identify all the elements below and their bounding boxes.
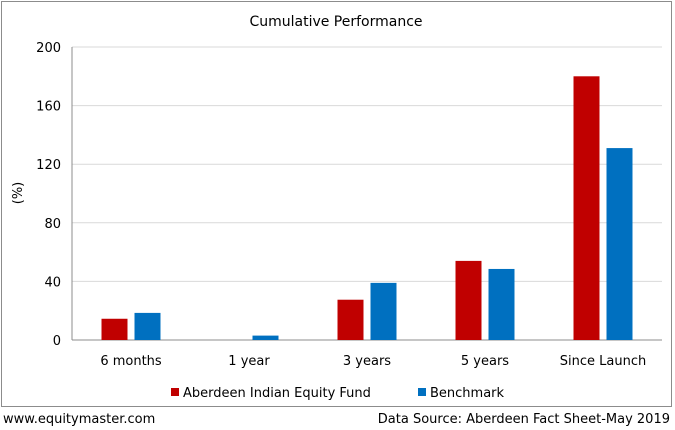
y-tick-label: 40 <box>44 275 61 290</box>
y-tick-label: 120 <box>36 158 61 173</box>
y-axis-label: (%) <box>11 182 26 205</box>
legend-label-fund: Aberdeen Indian Equity Fund <box>183 386 371 401</box>
chart-title: Cumulative Performance <box>249 14 422 30</box>
legend: Aberdeen Indian Equity Fund Benchmark <box>171 386 505 401</box>
chart-frame <box>1 1 672 407</box>
legend-label-benchmark: Benchmark <box>430 386 505 401</box>
legend-swatch-benchmark <box>418 388 426 396</box>
x-tick-label: 3 years <box>343 354 391 369</box>
bar-benchmark <box>488 268 515 340</box>
footer-site-label: www.equitymaster.com <box>3 412 156 427</box>
gridlines <box>71 46 662 341</box>
y-tick-label: 160 <box>36 100 61 115</box>
chart-svg: Cumulative Performance (%) 0 40 80 120 160 20… <box>11 14 662 401</box>
bar-benchmark <box>134 312 161 340</box>
bar-benchmark <box>370 282 397 340</box>
y-tick-label: 0 <box>53 334 61 349</box>
bar-fund <box>337 299 364 340</box>
y-tick-label: 80 <box>44 217 61 232</box>
y-tick-label: 200 <box>36 41 61 56</box>
x-tick-labels: 6 months 1 year 3 years 5 years Since Launch <box>100 354 646 369</box>
bar-benchmark <box>606 148 633 340</box>
x-tick-label: Since Launch <box>560 354 646 369</box>
bar-benchmark <box>252 335 279 340</box>
x-tick-label: 1 year <box>228 354 270 369</box>
bars <box>101 76 633 341</box>
y-tick-labels: 0 40 80 120 160 200 <box>36 41 61 349</box>
legend-swatch-fund <box>171 388 179 396</box>
footer-data-source: Data Source: Aberdeen Fact Sheet-May 201… <box>377 412 670 427</box>
x-tick-label: 5 years <box>461 354 509 369</box>
x-tick-label: 6 months <box>100 354 162 369</box>
bar-fund <box>573 76 600 341</box>
bar-fund <box>101 318 128 340</box>
bar-fund <box>455 260 482 340</box>
